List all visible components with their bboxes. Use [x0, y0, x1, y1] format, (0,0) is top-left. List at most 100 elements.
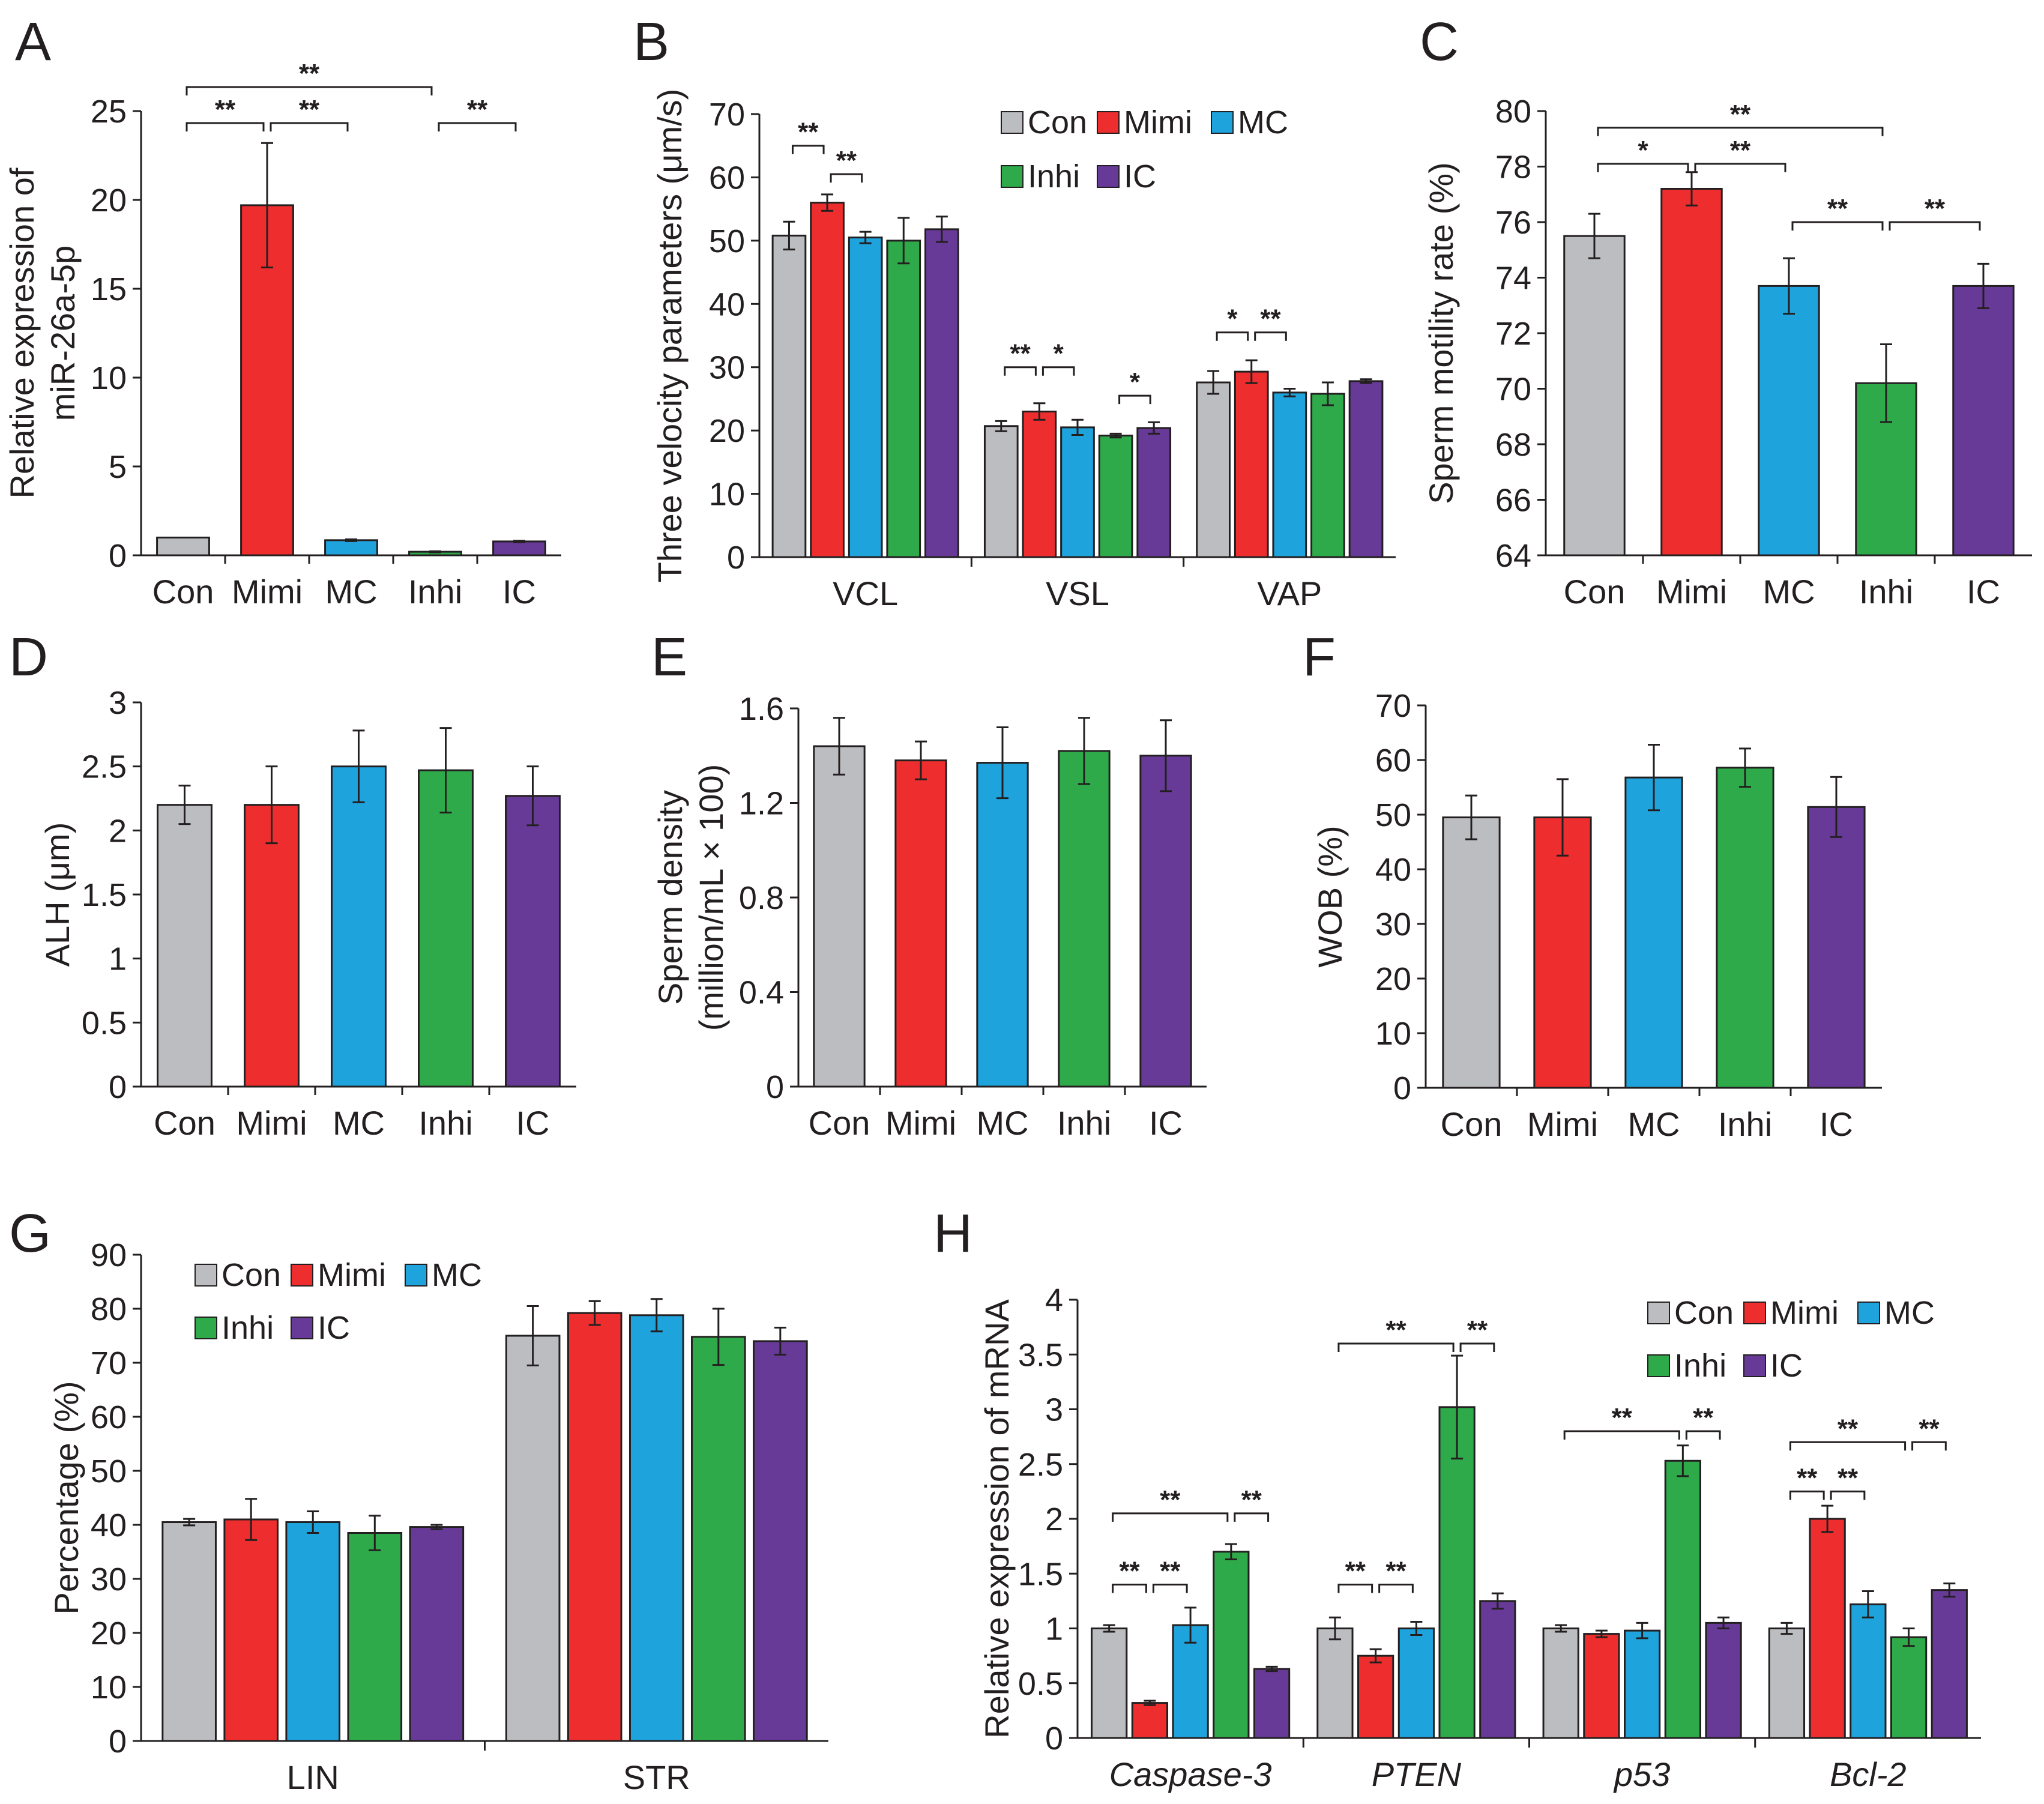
- y-tick-label: 80: [1495, 94, 1531, 130]
- panel-letter-D: D: [9, 627, 48, 687]
- panel-F: F 0 10 20 30 40 50 60 70 WOB (%) Con Mimi MC Inhi IC: [1303, 627, 1882, 1143]
- bar-Con-Bcl-2: [1768, 1628, 1806, 1739]
- x-tick-label: Con: [1441, 1105, 1503, 1143]
- legend-swatch-MC: [1857, 1302, 1880, 1324]
- y-tick-label: 1.5: [82, 877, 127, 913]
- y-tick-label: 70: [1375, 688, 1411, 724]
- bar-Mimi-Caspase-3: [1131, 1702, 1169, 1739]
- y-tick-label: 0: [1045, 1721, 1063, 1757]
- significance-bracket: [1254, 331, 1287, 341]
- y-axis-label: Sperm motility rate (%): [1422, 162, 1460, 504]
- y-tick-label: 10: [1375, 1016, 1411, 1052]
- y-tick-label: 2.5: [82, 749, 127, 785]
- bar-MC-PTEN: [1397, 1628, 1435, 1739]
- significance-bracket: [1911, 1441, 1947, 1451]
- y-tick-label: 70: [709, 97, 745, 133]
- bar-Con-PTEN: [1316, 1628, 1354, 1739]
- panel-letter-B: B: [633, 12, 669, 72]
- bar-Inhi-STR: [690, 1336, 746, 1742]
- bar-Mimi-Bcl-2: [1809, 1518, 1846, 1739]
- y-tick-label: 0: [109, 1069, 127, 1105]
- significance-label: **: [1385, 1557, 1406, 1586]
- x-tick-label: p53: [1613, 1755, 1670, 1793]
- significance-label: **: [1241, 1485, 1262, 1515]
- x-tick-label: LIN: [287, 1758, 339, 1796]
- significance-bracket: [1337, 1584, 1373, 1593]
- bar-Con-Caspase-3: [1091, 1628, 1128, 1739]
- bar-Con: [813, 745, 866, 1088]
- bar-Inhi-VCL: [886, 240, 921, 558]
- significance-label: **: [299, 95, 320, 124]
- significance-bracket: [791, 145, 825, 154]
- legend-label-Mimi: Mimi: [1124, 104, 1192, 140]
- x-tick-label: IC: [516, 1104, 550, 1142]
- y-tick-label: 20: [91, 1615, 127, 1652]
- y-tick-label: 30: [709, 350, 745, 386]
- significance-label: **: [1385, 1315, 1406, 1345]
- panel-C: C 64 66 68 70 72 74 76 78 80 Sperm motility rate (…: [1420, 12, 2032, 611]
- legend-swatch-Mimi: [291, 1264, 313, 1287]
- bar-Mimi-VCL: [810, 202, 845, 558]
- bar-Mimi: [894, 759, 947, 1088]
- significance-label: **: [1010, 339, 1031, 369]
- x-tick-label: Inhi: [1859, 573, 1913, 611]
- y-tick-label: 64: [1495, 538, 1531, 574]
- y-tick-label: 50: [709, 223, 745, 259]
- bar-Inhi-Caspase-3: [1213, 1551, 1250, 1739]
- y-tick-label: 20: [1375, 961, 1411, 997]
- bar-IC-Caspase-3: [1253, 1668, 1291, 1739]
- x-tick-label: MC: [333, 1104, 385, 1142]
- significance-bracket: [1685, 1430, 1721, 1440]
- significance-label: **: [1345, 1557, 1366, 1586]
- y-tick-label: 1: [1045, 1611, 1063, 1647]
- bar-Mimi-PTEN: [1357, 1655, 1394, 1739]
- significance-bracket: [1112, 1584, 1147, 1593]
- significance-label: **: [1160, 1485, 1181, 1515]
- x-tick-label: Inhi: [408, 573, 462, 611]
- significance-bracket: [1042, 366, 1075, 376]
- significance-label: *: [1638, 136, 1648, 165]
- y-tick-label: 2.5: [1018, 1447, 1063, 1483]
- y-tick-label: 5: [109, 449, 127, 485]
- y-tick-label: 3: [109, 685, 127, 721]
- legend-label-MC: MC: [432, 1257, 482, 1293]
- y-tick-label: 60: [1375, 743, 1411, 779]
- bar-IC-PTEN: [1479, 1600, 1516, 1739]
- y-axis-label: (million/mL × 100): [692, 764, 730, 1031]
- bar-Mimi-VAP: [1234, 370, 1269, 558]
- y-tick-label: 90: [91, 1237, 127, 1273]
- bar-MC-VCL: [848, 237, 883, 558]
- bar-IC: [1139, 755, 1192, 1088]
- significance-label: **: [1467, 1315, 1488, 1345]
- bar-IC-VSL: [1136, 427, 1172, 558]
- bar-IC-STR: [753, 1340, 808, 1742]
- panel-letter-C: C: [1420, 12, 1459, 72]
- y-tick-label: 3.5: [1018, 1337, 1063, 1373]
- y-tick-label: 25: [91, 94, 127, 130]
- y-axis-label: WOB (%): [1311, 825, 1349, 967]
- x-tick-label: Inhi: [1057, 1104, 1111, 1142]
- significance-bracket: [438, 122, 517, 131]
- x-tick-label: Mimi: [1527, 1105, 1598, 1143]
- significance-bracket: [185, 86, 433, 95]
- bar-IC: [492, 540, 546, 557]
- bar-Con-VAP: [1196, 381, 1231, 558]
- y-tick-label: 1.2: [739, 786, 784, 822]
- x-tick-label: Con: [152, 573, 214, 611]
- significance-bracket: [1216, 331, 1249, 341]
- y-tick-label: 66: [1495, 483, 1531, 519]
- legend-label-Inhi: Inhi: [222, 1310, 274, 1346]
- significance-label: **: [1693, 1403, 1714, 1432]
- x-tick-label: Inhi: [418, 1104, 472, 1142]
- significance-bracket: [830, 173, 863, 183]
- x-tick-label: MC: [325, 573, 377, 611]
- legend-swatch-Con: [194, 1264, 217, 1287]
- legend-label-Con: Con: [222, 1257, 281, 1293]
- bar-IC-LIN: [409, 1526, 465, 1742]
- y-tick-label: 60: [709, 160, 745, 196]
- legend-label-Inhi: Inhi: [1674, 1348, 1726, 1384]
- y-tick-label: 30: [1375, 907, 1411, 943]
- significance-bracket: [1118, 394, 1151, 405]
- bar-Inhi-PTEN: [1438, 1406, 1476, 1739]
